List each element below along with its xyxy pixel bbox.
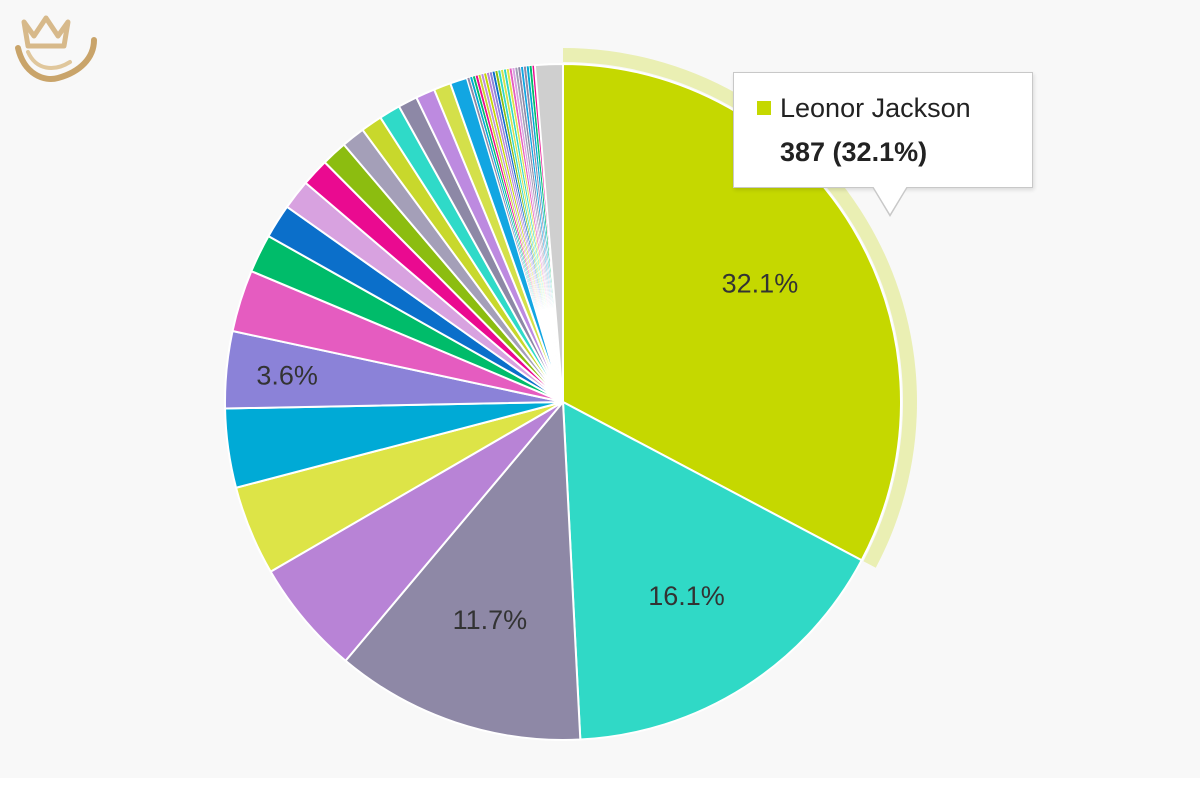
pie-slice-2[interactable] bbox=[562, 401, 863, 741]
slice-label-2: 16.1% bbox=[648, 581, 725, 611]
pie-slice-remaining[interactable] bbox=[533, 63, 564, 403]
slice-label-7: 3.6% bbox=[256, 360, 318, 390]
pie-slice-3[interactable] bbox=[344, 401, 582, 741]
crown-shield-logo-icon bbox=[15, 15, 97, 82]
slice-label-1: 32.1% bbox=[722, 268, 799, 298]
pie-slice-1[interactable] bbox=[562, 63, 902, 562]
tooltip-name: Leonor Jackson bbox=[780, 93, 971, 123]
chart-panel: 32.1% 16.1% 11.7% 3.6% Leonor Jackson 387 (… bbox=[15, 15, 1033, 741]
tooltip-value: 387 (32.1%) bbox=[780, 137, 928, 167]
tooltip: Leonor Jackson 387 (32.1%) bbox=[733, 72, 1033, 217]
slice-label-3: 11.7% bbox=[453, 605, 528, 635]
pie-chart: 32.1% 16.1% 11.7% 3.6% bbox=[224, 48, 917, 741]
tooltip-swatch bbox=[757, 101, 771, 115]
